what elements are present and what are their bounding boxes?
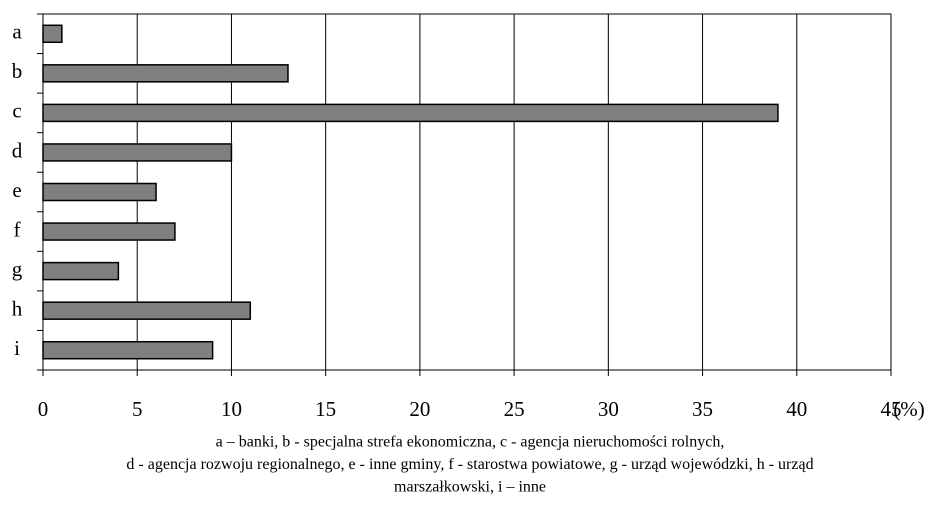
x-tick-label: 40 [786, 397, 807, 421]
caption-line: d - agencja rozwoju regionalnego, e - in… [126, 456, 813, 473]
y-tick-label: h [12, 296, 23, 320]
bar [42, 301, 252, 320]
x-tick-label: 20 [409, 397, 430, 421]
y-tick-label: b [12, 59, 23, 83]
y-tick-label: g [12, 257, 23, 281]
x-tick-label: 25 [504, 397, 525, 421]
x-tick-label: 15 [315, 397, 336, 421]
y-tick-label: d [12, 138, 23, 162]
x-axis-label: (%) [893, 397, 924, 421]
y-tick-label: i [14, 336, 20, 360]
bar [42, 182, 157, 202]
x-tick-label: 0 [38, 397, 49, 421]
x-tick-label: 35 [692, 397, 713, 421]
x-tick-label: 5 [132, 397, 143, 421]
bar [42, 261, 120, 281]
y-tick-label: f [14, 217, 21, 241]
bar [42, 340, 214, 360]
y-tick-label: a [12, 20, 22, 44]
x-tick-label: 10 [221, 397, 242, 421]
x-tick-label: 45 [881, 397, 902, 421]
bar [42, 222, 176, 241]
bar [42, 64, 289, 83]
y-tick-label: c [12, 99, 21, 123]
y-tick-label: e [12, 178, 21, 202]
bar [42, 103, 779, 123]
caption-line: marszałkowski, i – inne [394, 479, 546, 496]
bar [42, 143, 233, 162]
bar [42, 24, 63, 44]
caption-line: a – banki, b - specjalna strefa ekonomic… [216, 434, 725, 451]
x-tick-label: 30 [598, 397, 619, 421]
